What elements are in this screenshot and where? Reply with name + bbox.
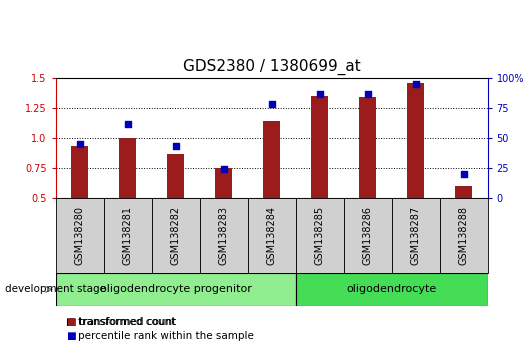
Text: percentile rank within the sample: percentile rank within the sample [78,331,254,341]
Title: GDS2380 / 1380699_at: GDS2380 / 1380699_at [183,59,360,75]
Bar [455,186,472,198]
Point [364,91,372,96]
Bar [343,198,392,273]
Point [171,144,180,149]
Bar [167,154,184,198]
Text: GSM138287: GSM138287 [411,206,421,265]
Text: GSM138285: GSM138285 [315,206,324,265]
Text: ■: ■ [66,317,76,327]
Bar [152,198,200,273]
Text: GSM138288: GSM138288 [458,206,469,265]
Text: GSM138281: GSM138281 [122,206,132,265]
Bar [104,198,152,273]
Text: GSM138286: GSM138286 [363,206,373,265]
Bar [56,273,296,306]
Text: GSM138282: GSM138282 [171,206,181,265]
Bar [407,83,424,198]
Point [267,102,276,107]
Text: GSM138280: GSM138280 [75,206,85,265]
Text: oligodendrocyte progenitor: oligodendrocyte progenitor [100,284,252,295]
Text: GSM138284: GSM138284 [267,206,277,265]
Point [460,171,468,177]
Text: ■ transformed count: ■ transformed count [66,317,176,327]
Bar [296,273,488,306]
Point [219,166,228,172]
Bar [439,198,488,273]
Bar [56,198,104,273]
Bar [392,198,439,273]
Bar [296,198,343,273]
Text: development stage: development stage [5,284,107,295]
Bar [359,97,376,198]
Text: ■: ■ [66,331,76,341]
Bar [248,198,296,273]
Point [411,81,420,87]
Text: GSM138283: GSM138283 [219,206,228,265]
Bar [215,168,232,198]
Bar [263,121,280,198]
Point [123,121,132,126]
Point [315,91,324,96]
Bar [71,147,88,198]
Bar [119,138,136,198]
Bar [200,198,248,273]
Bar [311,96,328,198]
Text: oligodendrocyte: oligodendrocyte [347,284,437,295]
Point [75,141,84,147]
Text: transformed count: transformed count [78,317,175,327]
